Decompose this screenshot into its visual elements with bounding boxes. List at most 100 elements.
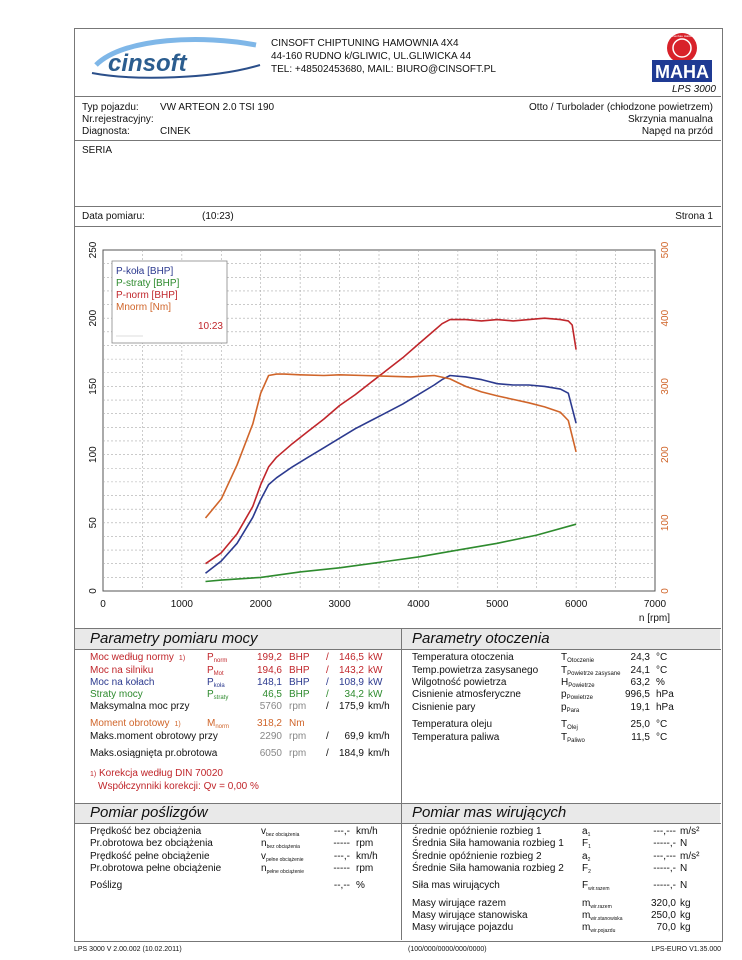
series-line-2 bbox=[205, 523, 577, 583]
power-param-value-1: 199,2 bbox=[256, 652, 282, 663]
mass-label: Średnie opóźnienie rozbieg 1 bbox=[412, 826, 542, 837]
power-param-value-1: 2290 bbox=[259, 731, 282, 742]
y-tick-label-right: 400 bbox=[660, 309, 671, 326]
legend-entry: P-norm [BHP] bbox=[116, 290, 178, 301]
symbol: Pstraty bbox=[207, 689, 228, 704]
env-param-label: Temperatura paliwa bbox=[412, 732, 500, 743]
env-param-label: Cisnienie pary bbox=[412, 702, 476, 713]
mass-unit: m/s² bbox=[680, 826, 700, 837]
symbol-letter: F bbox=[582, 838, 589, 849]
power-param-unit-1: rpm bbox=[289, 701, 307, 712]
env-param-label: Cisnienie atmosferyczne bbox=[412, 689, 521, 700]
mass-symbol: a2 bbox=[582, 851, 590, 866]
symbol-letter: F bbox=[582, 863, 589, 874]
symbol: TPaliwo bbox=[561, 732, 585, 747]
symbol-subscript: Otoczenie bbox=[567, 658, 595, 664]
power-param-unit-1: rpm bbox=[289, 748, 307, 759]
power-param-separator: / bbox=[326, 677, 329, 688]
symbol: TOlej bbox=[561, 719, 578, 734]
mass-unit: kg bbox=[680, 898, 691, 909]
power-param-value-2: 146,5 bbox=[338, 652, 364, 663]
power-params-title: Parametry pomiaru mocy bbox=[90, 630, 258, 647]
mass-symbol: F2 bbox=[582, 863, 591, 878]
symbol-letter: P bbox=[207, 677, 214, 688]
symbol-subscript: Mot bbox=[213, 671, 224, 677]
slip-value: ---,- bbox=[333, 851, 350, 862]
mass-value: -----,- bbox=[653, 863, 676, 874]
engine-type: Otto / Turbolader (chłodzone powietrzem) bbox=[529, 102, 713, 113]
x-tick-label: 6000 bbox=[565, 599, 588, 610]
series-line-1 bbox=[205, 374, 577, 574]
mass-value: 250,0 bbox=[650, 910, 676, 921]
slip-value: ----- bbox=[333, 863, 350, 874]
symbol-letter: n bbox=[261, 863, 267, 874]
env-param-value: 24,1 bbox=[630, 665, 650, 676]
gearbox-type: Skrzynia manualna bbox=[627, 114, 713, 125]
legend-entry: P-straty [BHP] bbox=[116, 278, 180, 289]
power-param-unit-2: kW bbox=[368, 665, 383, 676]
mass-unit: N bbox=[680, 863, 688, 874]
symbol-letter: T bbox=[561, 652, 568, 663]
env-param-unit: % bbox=[656, 677, 665, 688]
symbol-subscript: 1 bbox=[587, 832, 591, 838]
mass-symbol: mwir.razem bbox=[582, 898, 612, 913]
x-tick-label: 0 bbox=[100, 599, 106, 610]
mass-value: ---,--- bbox=[653, 851, 676, 862]
slip-unit: % bbox=[356, 880, 365, 891]
symbol-letter: a bbox=[582, 826, 588, 837]
power-param-unit-1: Nm bbox=[289, 718, 305, 729]
mass-unit: m/s² bbox=[680, 851, 700, 862]
slip-unit: km/h bbox=[356, 826, 378, 837]
slip-label: Poślizg bbox=[90, 880, 123, 891]
power-param-note: 1) bbox=[174, 721, 181, 728]
symbol: Pnorm bbox=[207, 652, 227, 667]
power-param-label: Moc według normy 1) bbox=[90, 652, 185, 665]
power-param-separator: / bbox=[326, 748, 329, 759]
power-param-note: 1) bbox=[178, 655, 186, 662]
vehicle-type-label: Typ pojazdu: bbox=[82, 102, 139, 113]
power-param-value-2: 108,9 bbox=[338, 677, 364, 688]
symbol-letter: H bbox=[561, 677, 569, 688]
power-param-unit-2: kW bbox=[368, 652, 383, 663]
power-param-value-2: 175,9 bbox=[338, 701, 364, 712]
symbol-letter: m bbox=[582, 922, 591, 933]
x-tick-label: 3000 bbox=[328, 599, 351, 610]
series-label: SERIA bbox=[82, 145, 113, 156]
power-param-name: Maksymalna moc przy bbox=[90, 701, 190, 712]
symbol-letter: P bbox=[207, 652, 214, 663]
symbol-letter: n bbox=[261, 838, 267, 849]
mass-symbol: Fwir.razem bbox=[582, 880, 610, 895]
symbol: PMot bbox=[207, 665, 224, 680]
symbol-letter: P bbox=[207, 689, 214, 700]
mass-value: 320,0 bbox=[650, 898, 676, 909]
power-param-unit-1: BHP bbox=[289, 677, 310, 688]
logo-text: cinsoft bbox=[108, 50, 188, 77]
env-param-label: Temp.powietrza zasysanego bbox=[412, 665, 539, 676]
slip-label: Prędkość pełne obciążenie bbox=[90, 851, 210, 862]
y-tick-label-right: 300 bbox=[660, 378, 671, 395]
power-param-separator: / bbox=[326, 731, 329, 742]
y-tick-label-left: 250 bbox=[88, 241, 99, 258]
mass-title: Pomiar mas wirujących bbox=[412, 804, 567, 821]
power-param-label: Maks.moment obrotowy przy bbox=[90, 731, 218, 743]
env-param-value: 11,5 bbox=[631, 732, 650, 743]
correction-text: Korekcja według DIN 70020 bbox=[99, 768, 223, 779]
symbol-subscript: Paliwo bbox=[567, 738, 585, 744]
symbol-letter: m bbox=[582, 910, 591, 921]
power-param-label: Moc na kołach bbox=[90, 677, 154, 689]
symbol-subscript: Powietrze zasysane bbox=[567, 671, 621, 677]
symbol-subscript: 2 bbox=[587, 857, 591, 863]
symbol: Pkoła bbox=[207, 677, 225, 692]
diagnostician-label: Diagnosta: bbox=[82, 126, 130, 137]
mass-unit: N bbox=[680, 880, 688, 891]
slip-symbol: vbez obciążenia bbox=[261, 826, 299, 841]
dyno-chart: 0 1000 2000 3000 4000 5000 6000 700005010015020… bbox=[88, 241, 671, 624]
mass-label: Średnia Siła hamowania rozbieg 1 bbox=[412, 838, 564, 849]
footnote-mark: 1) bbox=[90, 771, 97, 778]
power-param-name: Moc według normy bbox=[90, 652, 174, 663]
power-param-value-1: 194,6 bbox=[256, 665, 282, 676]
mass-label: Siła mas wirujących bbox=[412, 880, 500, 891]
mass-label: Średnie opóźnienie rozbieg 2 bbox=[412, 851, 542, 862]
slip-value: ----- bbox=[333, 838, 350, 849]
symbol: TPowietrze zasysane bbox=[561, 665, 620, 680]
